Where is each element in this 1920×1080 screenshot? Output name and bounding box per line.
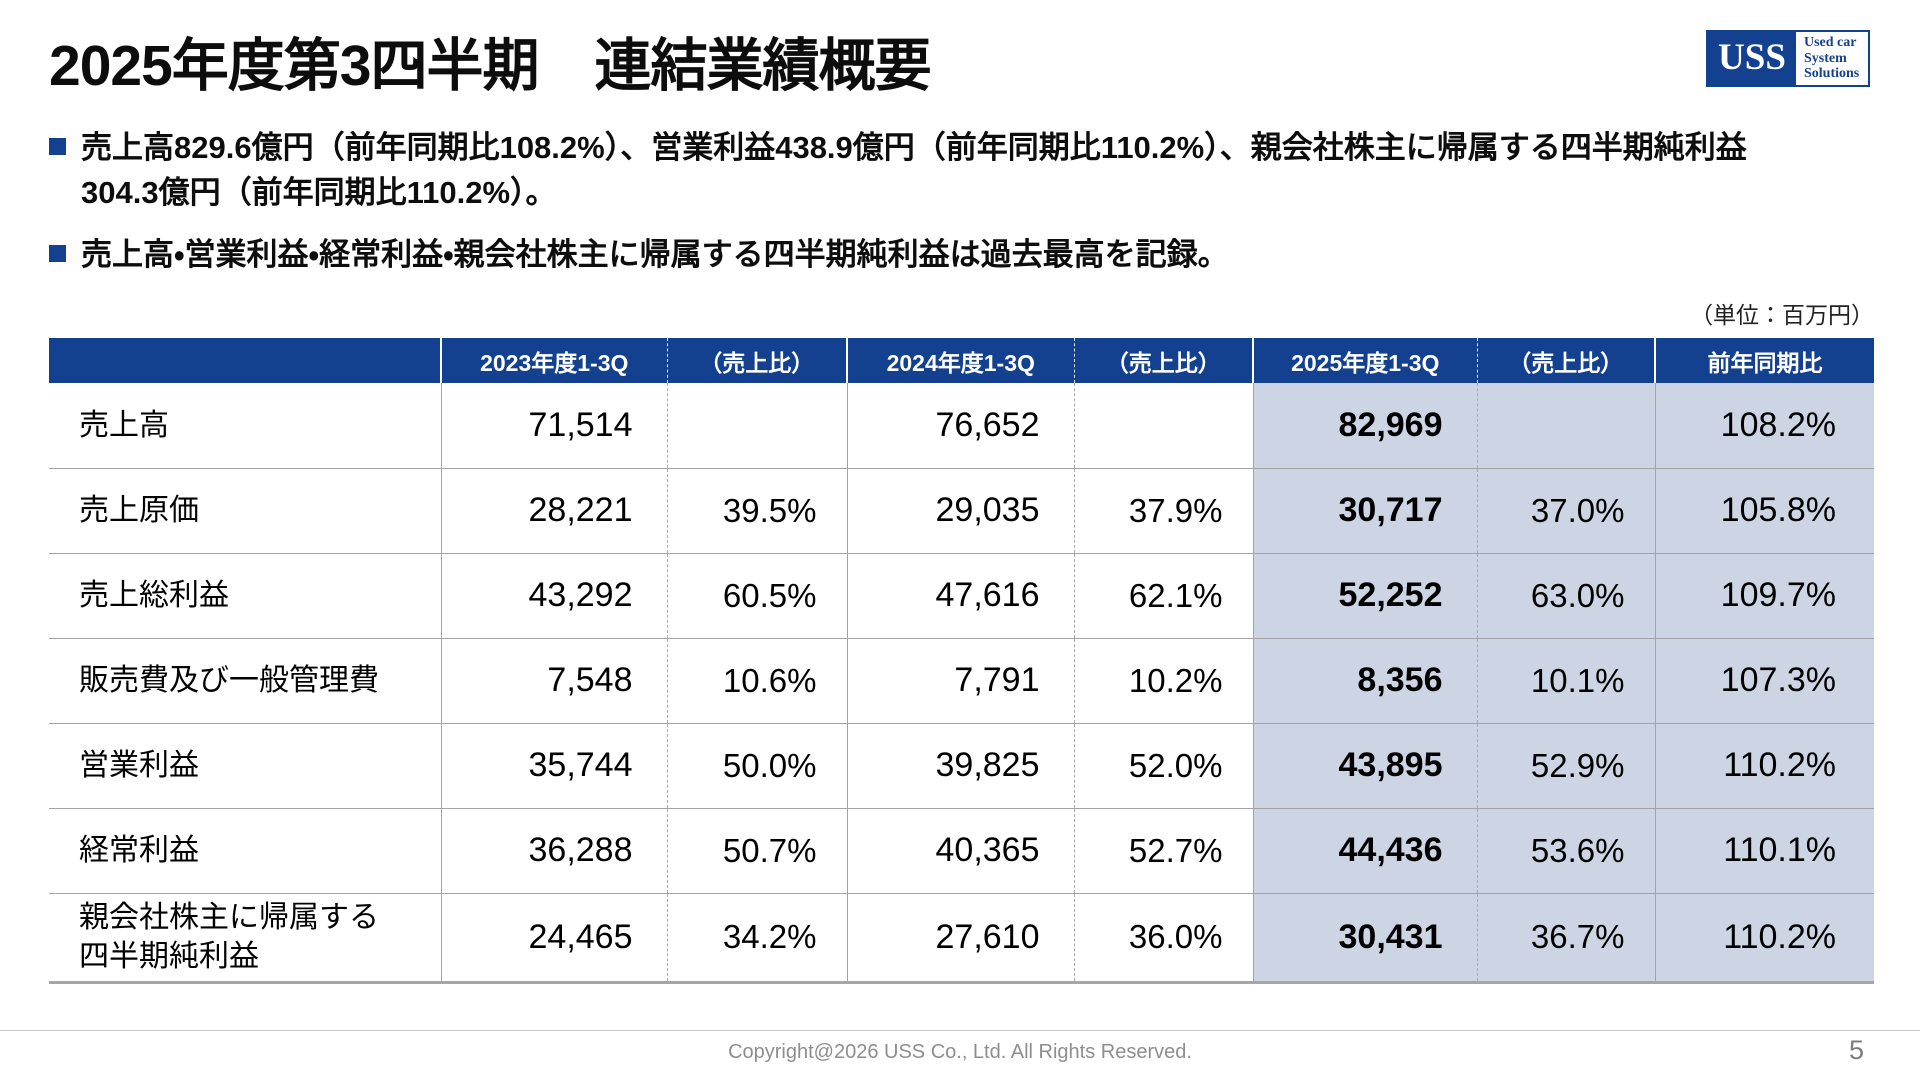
table-cell: 52.7% bbox=[1073, 807, 1253, 893]
copyright-text: Copyright@2026 USS Co., Ltd. All Rights … bbox=[728, 1041, 1192, 1063]
logo-tagline-line: Used car bbox=[1804, 35, 1857, 51]
table-cell: 82,969 bbox=[1252, 383, 1477, 468]
header-cell-label bbox=[49, 338, 441, 383]
bullet-square-icon bbox=[49, 138, 66, 155]
header-cell-fy2024-ratio: （売上比） bbox=[1073, 338, 1253, 383]
table-row: 経常利益 36,288 50.7% 40,365 52.7% 44,436 53.6% 110… bbox=[49, 807, 1874, 893]
table-cell: 35,744 bbox=[440, 722, 667, 808]
row-label: 営業利益 bbox=[49, 722, 441, 808]
table-cell: 105.8% bbox=[1654, 467, 1874, 553]
row-label: 売上原価 bbox=[49, 467, 441, 553]
bullet-item: 売上高829.6億円（前年同期比108.2%）、営業利益438.9億円（前年同期… bbox=[49, 126, 1864, 216]
header-cell-fy2023: 2023年度1-3Q bbox=[440, 338, 667, 383]
table-cell: 7,791 bbox=[846, 637, 1074, 723]
table-cell: 50.7% bbox=[666, 807, 847, 893]
table-cell: 76,652 bbox=[846, 383, 1074, 468]
table-row: 売上総利益 43,292 60.5% 47,616 62.1% 52,252 63.0% 10… bbox=[49, 552, 1874, 638]
table-cell: 62.1% bbox=[1073, 552, 1253, 638]
company-logo: USS Used car System Solutions bbox=[1706, 30, 1871, 87]
table-cell: 10.2% bbox=[1073, 637, 1253, 723]
table-cell: 110.2% bbox=[1654, 722, 1874, 808]
row-label: 販売費及び一般管理費 bbox=[49, 637, 441, 723]
table-cell: 36,288 bbox=[440, 807, 667, 893]
logo-tagline-line: System bbox=[1804, 50, 1847, 66]
table-cell: 110.1% bbox=[1654, 807, 1874, 893]
table-cell: 28,221 bbox=[440, 467, 667, 553]
header-cell-fy2025-ratio: （売上比） bbox=[1476, 338, 1655, 383]
bullet-square-icon bbox=[49, 244, 66, 262]
header-cell-fy2025: 2025年度1-3Q bbox=[1252, 338, 1477, 383]
row-label: 経常利益 bbox=[49, 807, 441, 893]
table-cell bbox=[666, 383, 847, 468]
page-number: 5 bbox=[1848, 1035, 1864, 1065]
bullet-text: 売上高829.6億円（前年同期比108.2%）、営業利益438.9億円（前年同期… bbox=[81, 130, 1747, 210]
table-cell: 71,514 bbox=[440, 383, 667, 468]
bullet-item: 売上高・営業利益・経常利益・親会社株主に帰属する四半期純利益は過去最高を記録。 bbox=[49, 233, 1864, 278]
table-cell: 40,365 bbox=[846, 807, 1074, 893]
table-header: 2023年度1-3Q （売上比） 2024年度1-3Q （売上比） 2025年度… bbox=[49, 338, 1874, 383]
table-cell: 39,825 bbox=[846, 722, 1074, 808]
table-cell: 37.0% bbox=[1476, 467, 1655, 553]
table-cell: 43,895 bbox=[1252, 722, 1477, 808]
row-label: 売上高 bbox=[49, 383, 441, 468]
unit-note: （単位：百万円） bbox=[1690, 302, 1874, 328]
table-cell: 52.0% bbox=[1073, 722, 1253, 808]
header-cell-fy2024: 2024年度1-3Q bbox=[846, 338, 1074, 383]
table-cell: 37.9% bbox=[1073, 467, 1253, 553]
table-cell: 29,035 bbox=[846, 467, 1074, 553]
logo-acronym: USS bbox=[1708, 32, 1796, 85]
table-cell: 47,616 bbox=[846, 552, 1074, 638]
table-cell: 53.6% bbox=[1476, 807, 1655, 893]
table-cell bbox=[1476, 383, 1655, 468]
table-row: 親会社株主に帰属する 四半期純利益 24,465 34.2% 27,610 36.0% 3… bbox=[49, 892, 1874, 984]
table-body: 売上高 71,514 76,652 82,969 108.2% 売上原価 28,221 39.… bbox=[49, 383, 1874, 984]
summary-bullets: 売上高829.6億円（前年同期比108.2%）、営業利益438.9億円（前年同期… bbox=[49, 126, 1864, 295]
table-cell: 63.0% bbox=[1476, 552, 1655, 638]
table-row: 売上高 71,514 76,652 82,969 108.2% bbox=[49, 383, 1874, 468]
table-cell: 36.0% bbox=[1073, 892, 1253, 984]
table-cell: 109.7% bbox=[1654, 552, 1874, 638]
table-cell: 52,252 bbox=[1252, 552, 1477, 638]
table-cell: 110.2% bbox=[1654, 892, 1874, 984]
row-label: 売上総利益 bbox=[49, 552, 441, 638]
table-header-row: 2023年度1-3Q （売上比） 2024年度1-3Q （売上比） 2025年度… bbox=[49, 338, 1874, 383]
logo-tagline: Used car System Solutions bbox=[1796, 32, 1868, 85]
table-cell: 10.1% bbox=[1476, 637, 1655, 723]
table-cell: 8,356 bbox=[1252, 637, 1477, 723]
table-cell: 52.9% bbox=[1476, 722, 1655, 808]
table-cell: 34.2% bbox=[666, 892, 847, 984]
table-cell: 30,431 bbox=[1252, 892, 1477, 984]
table-cell: 10.6% bbox=[666, 637, 847, 723]
bullet-text: 売上高・営業利益・経常利益・親会社株主に帰属する四半期純利益は過去最高を記録。 bbox=[81, 236, 1229, 272]
table-cell: 60.5% bbox=[666, 552, 847, 638]
table-cell bbox=[1073, 383, 1253, 468]
table-cell: 39.5% bbox=[666, 467, 847, 553]
table-row: 売上原価 28,221 39.5% 29,035 37.9% 30,717 37.0% 105… bbox=[49, 467, 1874, 553]
page-title: 2025年度第3四半期 連結業績概要 bbox=[49, 34, 932, 98]
header-cell-fy2023-ratio: （売上比） bbox=[666, 338, 847, 383]
table-cell: 7,548 bbox=[440, 637, 667, 723]
table-cell: 36.7% bbox=[1476, 892, 1655, 984]
row-label: 親会社株主に帰属する 四半期純利益 bbox=[49, 892, 441, 984]
footer-divider bbox=[0, 1030, 1920, 1031]
table-cell: 43,292 bbox=[440, 552, 667, 638]
table-cell: 108.2% bbox=[1654, 383, 1874, 468]
header-cell-yoy: 前年同期比 bbox=[1654, 338, 1874, 383]
table-row: 販売費及び一般管理費 7,548 10.6% 7,791 10.2% 8,356 10.1%… bbox=[49, 637, 1874, 723]
table-cell: 107.3% bbox=[1654, 637, 1874, 723]
financial-results-table: 2023年度1-3Q （売上比） 2024年度1-3Q （売上比） 2025年度… bbox=[49, 338, 1874, 984]
logo-tagline-line: Solutions bbox=[1804, 66, 1860, 82]
table-row: 営業利益 35,744 50.0% 39,825 52.0% 43,895 52.9% 110… bbox=[49, 722, 1874, 808]
table-cell: 27,610 bbox=[846, 892, 1074, 984]
table-cell: 30,717 bbox=[1252, 467, 1477, 553]
table-cell: 50.0% bbox=[666, 722, 847, 808]
table-cell: 24,465 bbox=[440, 892, 667, 984]
table-cell: 44,436 bbox=[1252, 807, 1477, 893]
